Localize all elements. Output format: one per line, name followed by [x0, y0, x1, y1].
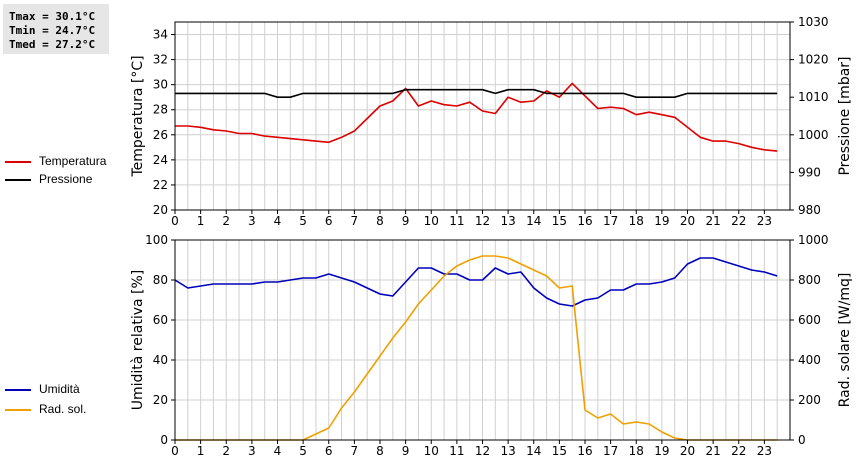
x-tick-label: 18	[629, 214, 644, 228]
y2-tick-label: 400	[798, 353, 821, 367]
y2-tick-label: 1010	[798, 90, 829, 104]
legend-radsol-label: Rad. sol.	[39, 402, 87, 416]
y-axis-title: Umidità relativa [%]	[130, 270, 146, 411]
legend-temperatura-swatch	[5, 161, 31, 163]
x-tick-label: 9	[402, 444, 410, 458]
x-tick-label: 3	[248, 214, 256, 228]
chart-panel-2: 0 1 2 3 4 5 6 7 8 9 10 11 12 13 14 15 16 17 18 19 20 21 22 2302…	[130, 233, 853, 458]
x-tick-label: 11	[449, 214, 464, 228]
x-tick-label: 14	[526, 214, 541, 228]
series-line-rad-sol-	[175, 255, 778, 441]
y2-tick-label: 980	[798, 203, 821, 217]
x-tick-label: 7	[351, 214, 359, 228]
x-tick-label: 15	[552, 444, 567, 458]
x-tick-label: 12	[475, 214, 490, 228]
y-tick-label: 30	[153, 78, 168, 92]
x-tick-label: 16	[577, 214, 592, 228]
y2-tick-label: 1000	[798, 233, 829, 247]
x-tick-label: 23	[757, 444, 772, 458]
x-tick-label: 2	[222, 444, 230, 458]
x-tick-label: 17	[603, 444, 618, 458]
y-tick-label: 26	[153, 128, 168, 142]
y-tick-label: 20	[153, 203, 168, 217]
y2-tick-label: 1030	[798, 15, 829, 29]
x-tick-label: 7	[351, 444, 359, 458]
x-tick-label: 14	[526, 444, 541, 458]
y-tick-label: 28	[153, 103, 168, 117]
x-tick-label: 19	[654, 444, 669, 458]
y2-tick-label: 800	[798, 273, 821, 287]
x-tick-label: 22	[731, 444, 746, 458]
x-tick-label: 6	[325, 444, 333, 458]
x-tick-label: 5	[299, 444, 307, 458]
chart-panel-1: 0 1 2 3 4 5 6 7 8 9 10 11 12 13 14 15 16 17 18 19 20 21 22 2320…	[130, 15, 853, 228]
y-tick-label: 0	[160, 433, 168, 447]
x-tick-label: 16	[577, 444, 592, 458]
legend-umidita-label: Umidità	[39, 382, 80, 396]
x-tick-label: 11	[449, 444, 464, 458]
x-tick-label: 21	[705, 444, 720, 458]
x-tick-label: 6	[325, 214, 333, 228]
x-tick-label: 13	[500, 444, 515, 458]
y-axis-title: Temperatura [°C]	[130, 55, 146, 177]
series-line-umidit-	[174, 257, 778, 307]
legend-radsol-swatch	[5, 409, 31, 411]
tmax-label: Tmax = 30.1°C	[9, 10, 96, 23]
y-tick-label: 24	[153, 153, 168, 167]
y2-tick-label: 200	[798, 393, 821, 407]
x-tick-label: 8	[376, 444, 384, 458]
legend-umidita-swatch	[5, 389, 31, 391]
y-tick-label: 100	[145, 233, 168, 247]
series-line-temperatura	[175, 82, 778, 152]
y2-tick-label: 1020	[798, 53, 829, 67]
x-tick-label: 3	[248, 444, 256, 458]
x-tick-label: 2	[222, 214, 230, 228]
y-tick-label: 20	[153, 393, 168, 407]
x-tick-label: 10	[424, 444, 439, 458]
x-tick-label: 1	[197, 214, 205, 228]
y-tick-label: 34	[153, 28, 168, 42]
y2-axis-title: Pressione [mbar]	[837, 56, 853, 175]
x-tick-label: 0	[171, 444, 179, 458]
y2-axis-title: Rad. solare [W/mq]	[837, 273, 853, 408]
x-tick-label: 12	[475, 444, 490, 458]
tmin-label: Tmin = 24.7°C	[9, 24, 96, 37]
x-tick-label: 17	[603, 214, 618, 228]
x-tick-label: 10	[424, 214, 439, 228]
x-tick-label: 4	[274, 214, 282, 228]
x-tick-label: 18	[629, 444, 644, 458]
x-tick-label: 8	[376, 214, 384, 228]
x-tick-label: 13	[500, 214, 515, 228]
legend-temperatura-label: Temperatura	[39, 154, 107, 168]
legend-pressione-swatch	[5, 179, 31, 181]
stats-box: Tmax = 30.1°C Tmin = 24.7°C Tmed = 27.2°…	[3, 4, 109, 54]
y-tick-label: 80	[153, 273, 168, 287]
y-tick-label: 40	[153, 353, 168, 367]
y-tick-label: 22	[153, 178, 168, 192]
series-line-pressione	[175, 88, 778, 98]
x-tick-label: 15	[552, 214, 567, 228]
tmed-label: Tmed = 27.2°C	[9, 38, 96, 51]
x-tick-label: 19	[654, 214, 669, 228]
x-tick-label: 22	[731, 214, 746, 228]
x-tick-label: 9	[402, 214, 410, 228]
y-tick-label: 32	[153, 53, 168, 67]
x-tick-label: 20	[680, 444, 695, 458]
x-tick-label: 4	[274, 444, 282, 458]
y-tick-label: 60	[153, 313, 168, 327]
x-tick-label: 0	[171, 214, 179, 228]
y2-tick-label: 990	[798, 165, 821, 179]
x-tick-label: 23	[757, 214, 772, 228]
y2-tick-label: 0	[798, 433, 806, 447]
x-tick-label: 21	[705, 214, 720, 228]
x-tick-label: 20	[680, 214, 695, 228]
x-tick-label: 5	[299, 214, 307, 228]
legend-pressione-label: Pressione	[39, 172, 93, 186]
y2-tick-label: 1000	[798, 128, 829, 142]
x-tick-label: 1	[197, 444, 205, 458]
y2-tick-label: 600	[798, 313, 821, 327]
